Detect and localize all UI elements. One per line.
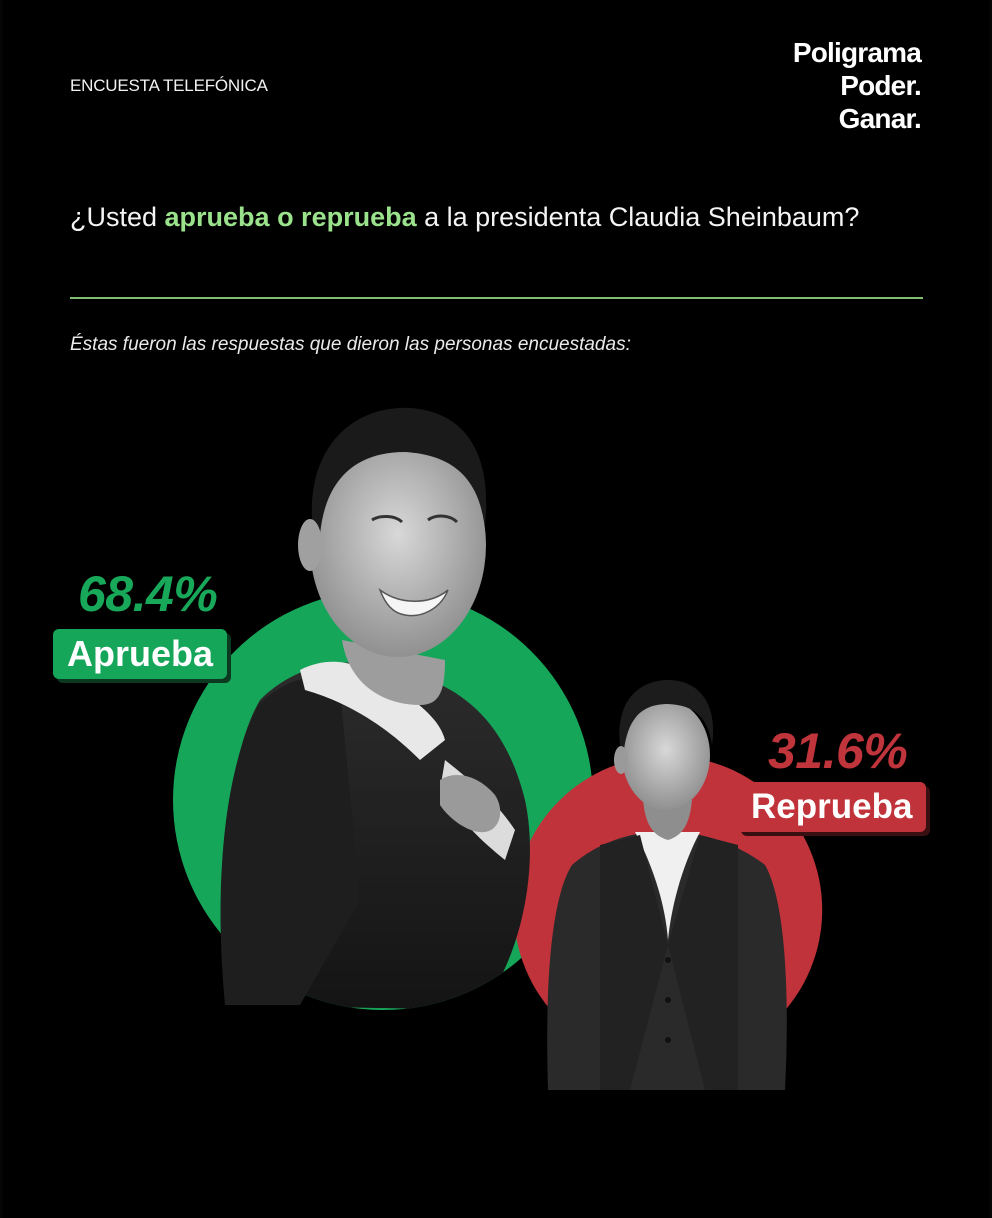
brand-line: Ganar. <box>838 103 922 134</box>
disapprove-portrait <box>547 680 787 1090</box>
brand-line: Poligrama <box>792 37 922 68</box>
brand-logo: Poligrama Poder. Ganar. <box>792 36 922 135</box>
disapprove-percentage: 31.6% <box>768 723 908 779</box>
question-end: a la presidenta Claudia Sheinbaum? <box>416 202 860 232</box>
survey-type-label: ENCUESTA TELEFÓNICA <box>70 76 268 95</box>
question-highlight: aprueba o reprueba <box>164 202 417 232</box>
survey-question: ¿Usted aprueba o reprueba a la president… <box>70 200 870 235</box>
brand-line: Poder. <box>840 70 922 101</box>
approve-portrait <box>220 407 530 1010</box>
subtitle: Éstas fueron las respuestas que dieron l… <box>70 334 631 355</box>
infographic-frame <box>3 0 989 1218</box>
approve-label: Aprueba <box>53 629 228 679</box>
approve-percentage: 68.4% <box>78 566 218 622</box>
divider <box>70 297 923 299</box>
question-start: ¿Usted <box>70 202 165 232</box>
disapprove-label: Reprueba <box>737 782 927 832</box>
